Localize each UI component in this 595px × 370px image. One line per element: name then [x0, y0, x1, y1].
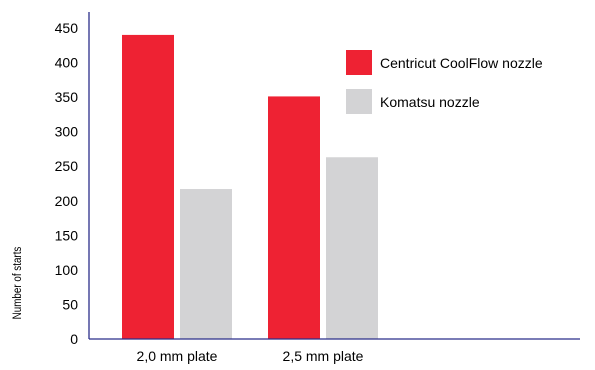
legend: Centricut CoolFlow nozzle Komatsu nozzle — [346, 50, 543, 114]
legend-label-komatsu: Komatsu nozzle — [380, 94, 480, 110]
bar-centricut-1 — [122, 34, 174, 340]
y-tick-label-100: 100 — [55, 262, 79, 278]
y-tick-label-0: 0 — [70, 331, 78, 347]
y-tick-label-450: 450 — [55, 20, 79, 36]
bar-komatsu-2 — [326, 157, 378, 339]
y-axis-ticks: 0 50 100 150 200 250 300 350 400 450 — [55, 20, 79, 347]
y-tick-label-200: 200 — [55, 193, 79, 209]
x-category-label-1: 2,0 mm plate — [137, 348, 218, 364]
y-tick-label-400: 400 — [55, 55, 79, 71]
legend-swatch-centricut — [346, 50, 372, 75]
y-tick-label-150: 150 — [55, 227, 79, 243]
legend-swatch-komatsu — [346, 89, 372, 114]
x-category-label-2: 2,5 mm plate — [283, 348, 364, 364]
y-tick-label-50: 50 — [62, 296, 78, 312]
bar-centricut-2 — [268, 96, 320, 339]
legend-label-centricut: Centricut CoolFlow nozzle — [380, 55, 543, 71]
bars — [122, 34, 378, 340]
y-tick-label-350: 350 — [55, 89, 79, 105]
y-tick-label-300: 300 — [55, 124, 79, 140]
bar-komatsu-1 — [180, 189, 232, 339]
x-axis-category-labels: 2,0 mm plate 2,5 mm plate — [137, 348, 364, 364]
y-tick-label-250: 250 — [55, 158, 79, 174]
y-axis-label: Number of starts — [11, 246, 24, 319]
